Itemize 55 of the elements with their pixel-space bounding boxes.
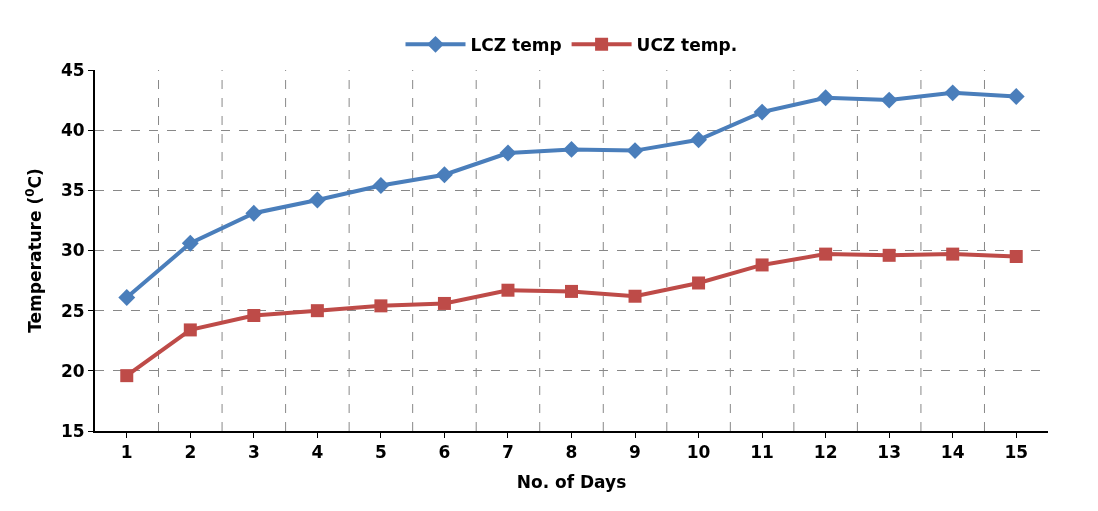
x-tick-label: 12: [813, 442, 838, 463]
point: [565, 284, 578, 298]
x-tick-label: 15: [1004, 442, 1029, 463]
point: [946, 247, 960, 261]
point: [626, 142, 644, 160]
x-tick-label: 3: [247, 442, 260, 463]
point: [817, 89, 835, 107]
point: [944, 84, 962, 102]
point: [563, 140, 580, 158]
x-tick-label: 1: [120, 442, 133, 463]
x-tick-label: 5: [374, 442, 387, 463]
x-tick-label: 14: [940, 442, 965, 463]
y-tick-label: 20: [60, 360, 85, 381]
y-tick-label: 30: [60, 240, 85, 261]
point: [374, 299, 388, 313]
point: [247, 308, 261, 322]
y-tick-label: 45: [60, 59, 85, 80]
x-tick-label: 2: [184, 442, 197, 463]
x-tick-label: 11: [750, 442, 774, 463]
point: [499, 144, 517, 162]
point: [753, 103, 771, 121]
y-tick-label: 35: [60, 180, 85, 201]
y-tick-label: 25: [60, 300, 85, 321]
point: [819, 247, 833, 261]
legend-label: UCZ temp.: [636, 34, 738, 55]
point: [690, 131, 708, 149]
point: [435, 166, 453, 184]
point: [501, 283, 515, 297]
y-tick-label: 40: [60, 120, 85, 141]
y-tick-label: 15: [60, 420, 85, 441]
point: [308, 191, 326, 209]
point: [120, 369, 134, 383]
point: [628, 289, 642, 303]
x-tick-label: 4: [311, 442, 324, 463]
x-tick-label: 9: [629, 442, 641, 463]
point: [437, 296, 451, 310]
point: [181, 234, 199, 252]
x-tick-label: 10: [686, 442, 711, 463]
x-tick-label: 8: [565, 442, 578, 463]
point: [880, 91, 898, 109]
point: [118, 288, 136, 306]
point: [1009, 250, 1023, 264]
point: [310, 304, 324, 318]
point: [755, 258, 769, 272]
x-tick-label: 7: [502, 442, 514, 463]
point: [1007, 88, 1025, 105]
x-tick-label: 6: [438, 442, 451, 463]
point: [372, 177, 390, 194]
legend-label: LCZ temp: [470, 34, 562, 55]
x-axis-title: No. of Days: [516, 472, 627, 493]
point: [882, 248, 896, 262]
point: [245, 204, 263, 222]
point: [692, 276, 706, 290]
point: [183, 323, 197, 337]
x-tick-label: 13: [877, 442, 902, 463]
